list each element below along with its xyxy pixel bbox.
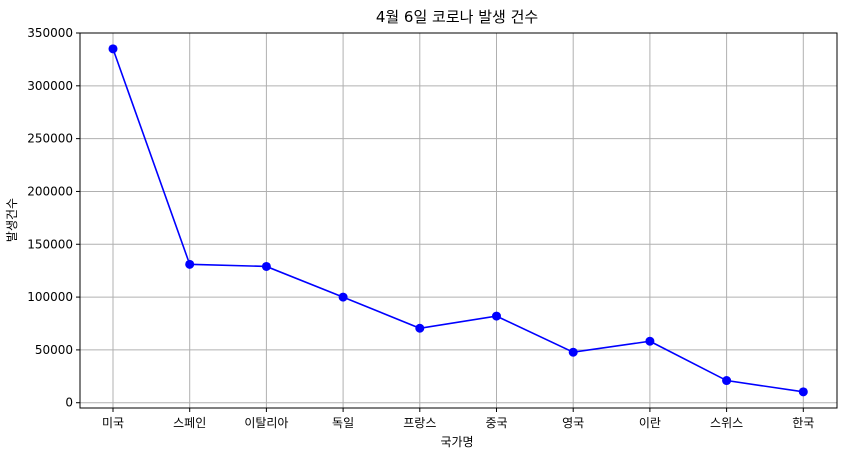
data-point-중국 — [492, 311, 501, 321]
data-point-프랑스 — [415, 323, 425, 333]
y-tick-label: 300000 — [27, 79, 73, 93]
plot-frame — [79, 32, 838, 409]
data-point-미국 — [108, 44, 118, 54]
x-tick-label: 이란 — [639, 416, 661, 430]
x-tick-label: 독일 — [332, 416, 354, 430]
x-tick-label: 영국 — [562, 416, 584, 430]
y-tick-label: 0 — [65, 396, 73, 410]
x-tick-label: 스위스 — [710, 416, 743, 430]
chart-title: 4월 6일 코로나 발생 건수 — [376, 8, 538, 26]
x-tick-label: 미국 — [102, 416, 124, 430]
x-axis-label: 국가명 — [440, 435, 473, 449]
y-tick-label: 350000 — [27, 26, 73, 40]
x-axis: 미국 스페인 이탈리아 독일 프랑스 중국 영국 이란 스위스 한국 — [102, 408, 814, 430]
data-point-이탈리아 — [261, 261, 271, 271]
grid-layer — [80, 32, 837, 408]
y-axis-label: 발생건수 — [5, 198, 19, 242]
data-point-한국 — [798, 387, 808, 397]
y-tick-label: 250000 — [27, 132, 73, 146]
data-point-스페인 — [185, 259, 195, 269]
data-point-독일 — [338, 292, 348, 302]
x-tick-label: 한국 — [792, 416, 814, 430]
data-point-스위스 — [722, 376, 732, 386]
series-line — [112, 48, 804, 393]
y-tick-label: 100000 — [27, 290, 73, 304]
y-tick-label: 150000 — [27, 237, 73, 251]
y-tick-label: 200000 — [27, 184, 73, 198]
x-tick-label: 프랑스 — [403, 416, 436, 430]
data-point-영국 — [568, 347, 578, 357]
x-tick-label: 중국 — [485, 416, 507, 430]
x-tick-label: 이탈리아 — [244, 416, 288, 430]
data-point-이란 — [645, 336, 655, 346]
x-tick-label: 스페인 — [173, 416, 206, 430]
series-layer — [108, 44, 808, 397]
y-axis: 0 50000 100000 150000 200000 250000 300000 3500… — [27, 26, 80, 410]
y-tick-label: 50000 — [35, 343, 73, 357]
